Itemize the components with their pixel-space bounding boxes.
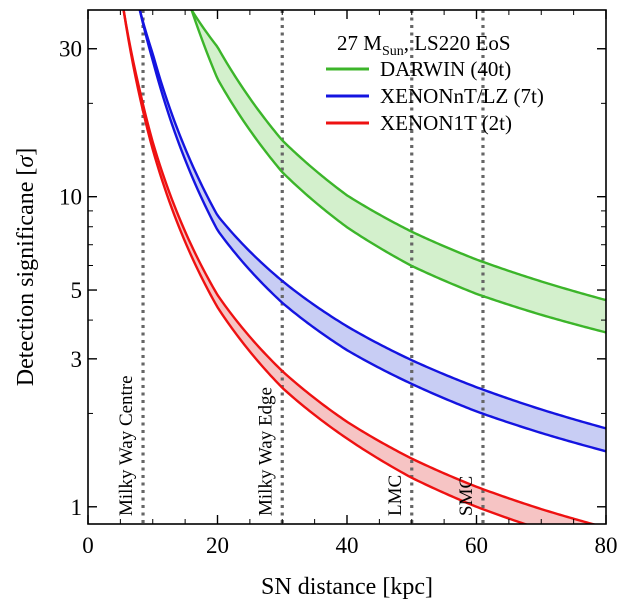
legend: 27 MSun, LS220 EoS DARWIN (40t) XENONnT/L… — [326, 31, 544, 135]
series-lower-line-0 — [190, 10, 606, 334]
x-tick-label: 40 — [336, 533, 359, 558]
series-band-1 — [139, 10, 606, 452]
series-curves — [122, 10, 606, 524]
annotation-label-1: Milky Way Edge — [255, 387, 276, 516]
y-tick-label: 10 — [59, 185, 82, 210]
legend-label-0: DARWIN (40t) — [380, 57, 511, 81]
series-upper-line-2 — [122, 10, 597, 524]
annotation-label-2: LMC — [385, 475, 406, 516]
x-axis-label: SN distance [kpc] — [261, 574, 433, 600]
y-tick-label: 5 — [71, 278, 83, 303]
axes: 0 20 40 60 80 1 3 5 10 30 — [59, 9, 618, 558]
series-lower-line-1 — [138, 10, 606, 453]
y-tick-label: 30 — [59, 37, 82, 62]
series-bands — [123, 10, 606, 524]
legend-label-1: XENONnT/LZ (7t) — [380, 84, 544, 108]
series-upper-line-0 — [190, 10, 606, 302]
y-axis-label: Detection significane [σ] — [13, 148, 39, 386]
series-upper-line-1 — [138, 10, 606, 430]
x-tick-label: 0 — [82, 533, 94, 558]
annotation-label-3: SMC — [456, 476, 477, 516]
x-tick-label: 60 — [465, 533, 488, 558]
annotation-label-0: Milky Way Centre — [116, 375, 137, 516]
legend-header: 27 MSun, LS220 EoS — [337, 31, 511, 59]
x-tick-label: 80 — [595, 533, 618, 558]
series-lower-line-2 — [122, 10, 529, 524]
y-tick-label: 3 — [71, 347, 83, 372]
series-band-0 — [191, 10, 606, 333]
x-tick-label: 20 — [206, 533, 229, 558]
legend-label-2: XENON1T (2t) — [380, 111, 512, 135]
y-tick-label: 1 — [71, 495, 83, 520]
